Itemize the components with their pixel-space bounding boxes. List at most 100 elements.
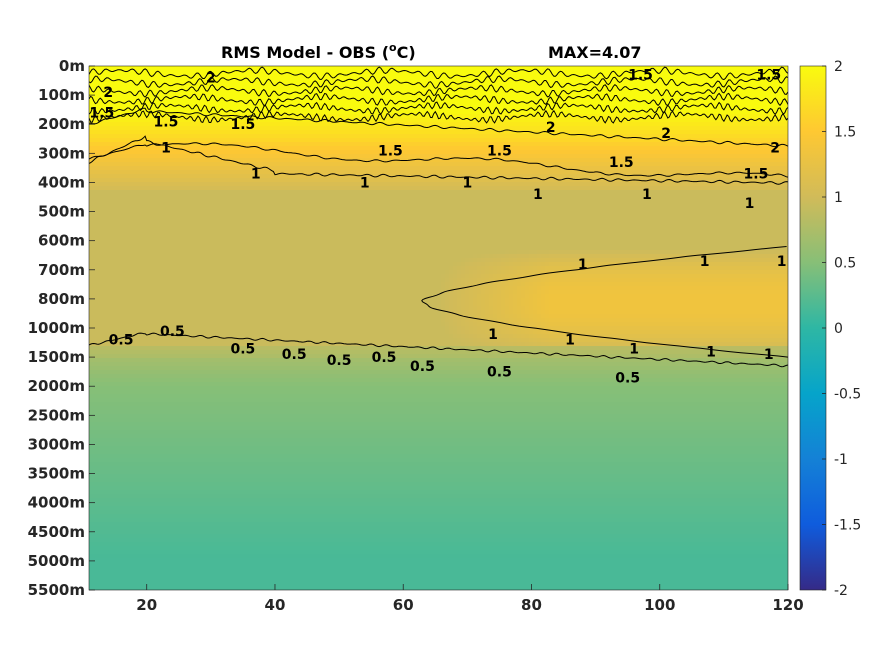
heatmap-cell [333, 130, 338, 135]
heatmap-cell [585, 158, 590, 163]
heatmap-cell [369, 154, 374, 159]
heatmap-cell [461, 90, 466, 95]
heatmap-cell [513, 126, 518, 131]
heatmap-cell [325, 122, 330, 127]
heatmap-cell [465, 114, 470, 119]
heatmap-cell [553, 158, 558, 163]
heatmap-cell [473, 158, 478, 163]
heatmap-cell [565, 174, 570, 179]
heatmap-cell [245, 86, 250, 91]
heatmap-cell [229, 138, 234, 143]
heatmap-cell [189, 170, 194, 175]
heatmap-cell [253, 66, 258, 71]
heatmap-cell [513, 150, 518, 155]
heatmap-cell [609, 102, 614, 107]
heatmap-cell [717, 118, 722, 123]
heatmap-cell [761, 94, 766, 99]
heatmap-cell [193, 122, 198, 127]
heatmap-cell [673, 118, 678, 123]
heatmap-cell [713, 166, 718, 171]
heatmap-cell [261, 78, 266, 83]
heatmap-cell [381, 162, 386, 167]
heatmap-cell [205, 158, 210, 163]
heatmap-cell [713, 110, 718, 115]
heatmap-cell [197, 178, 202, 183]
heatmap-cell [749, 154, 754, 159]
heatmap-cell [605, 146, 610, 151]
heatmap-cell [249, 150, 254, 155]
heatmap-cell [241, 106, 246, 111]
heatmap-cell [361, 102, 366, 107]
heatmap-cell [353, 130, 358, 135]
heatmap-cell [289, 178, 294, 183]
heatmap-cell [749, 138, 754, 143]
heatmap-cell [257, 154, 262, 159]
heatmap-cell [733, 162, 738, 167]
heatmap-cell [445, 170, 450, 175]
heatmap-cell [581, 174, 586, 179]
heatmap-cell [437, 138, 442, 143]
heatmap-cell [177, 134, 182, 139]
heatmap-cell [697, 154, 702, 159]
heatmap-cell [585, 142, 590, 147]
heatmap-cell [229, 178, 234, 183]
heatmap-cell [225, 178, 230, 183]
heatmap-cell [605, 70, 610, 75]
heatmap-cell [565, 170, 570, 175]
heatmap-cell [277, 166, 282, 171]
heatmap-cell [297, 66, 302, 71]
heatmap-cell [409, 154, 414, 159]
heatmap-cell [549, 138, 554, 143]
heatmap-cell [305, 138, 310, 143]
heatmap-cell [141, 158, 146, 163]
heatmap-cell [213, 102, 218, 107]
heatmap-cell [765, 106, 770, 111]
heatmap-cell [441, 162, 446, 167]
heatmap-cell [261, 126, 266, 131]
heatmap-cell [621, 146, 626, 151]
heatmap-cell [241, 150, 246, 155]
heatmap-cell [221, 146, 226, 151]
heatmap-cell [233, 178, 238, 183]
heatmap-cell [753, 90, 758, 95]
heatmap-cell [121, 154, 126, 159]
heatmap-cell [785, 138, 790, 143]
heatmap-cell [93, 94, 98, 99]
heatmap-cell [225, 74, 230, 79]
heatmap-cell [657, 150, 662, 155]
heatmap-cell [725, 158, 730, 163]
heatmap-cell [501, 138, 506, 143]
heatmap-cell [373, 126, 378, 131]
heatmap-cell [661, 150, 666, 155]
heatmap-cell [633, 150, 638, 155]
heatmap-cell [385, 138, 390, 143]
heatmap-cell [605, 66, 610, 71]
heatmap-cell [433, 162, 438, 167]
heatmap-cell [113, 174, 118, 179]
heatmap-cell [737, 150, 742, 155]
heatmap-cell [557, 150, 562, 155]
heatmap-cell [461, 122, 466, 127]
heatmap-cell [625, 138, 630, 143]
heatmap-cell [345, 154, 350, 159]
heatmap-cell [709, 126, 714, 131]
heatmap-cell [481, 66, 486, 71]
heatmap-cell [309, 158, 314, 163]
heatmap-cell [281, 78, 286, 83]
heatmap-cell [93, 174, 98, 179]
heatmap-cell [721, 146, 726, 151]
heatmap-cell [709, 122, 714, 127]
heatmap-cell [481, 74, 486, 79]
heatmap-cell [717, 158, 722, 163]
heatmap-cell [749, 134, 754, 139]
heatmap-cell [629, 106, 634, 111]
heatmap-cell [357, 170, 362, 175]
heatmap-cell [373, 150, 378, 155]
heatmap-cell [393, 178, 398, 183]
heatmap-cell [189, 158, 194, 163]
heatmap-cell [721, 174, 726, 179]
heatmap-cell [521, 146, 526, 151]
heatmap-cell [505, 82, 510, 87]
heatmap-cell [229, 66, 234, 71]
heatmap-cell [269, 138, 274, 143]
